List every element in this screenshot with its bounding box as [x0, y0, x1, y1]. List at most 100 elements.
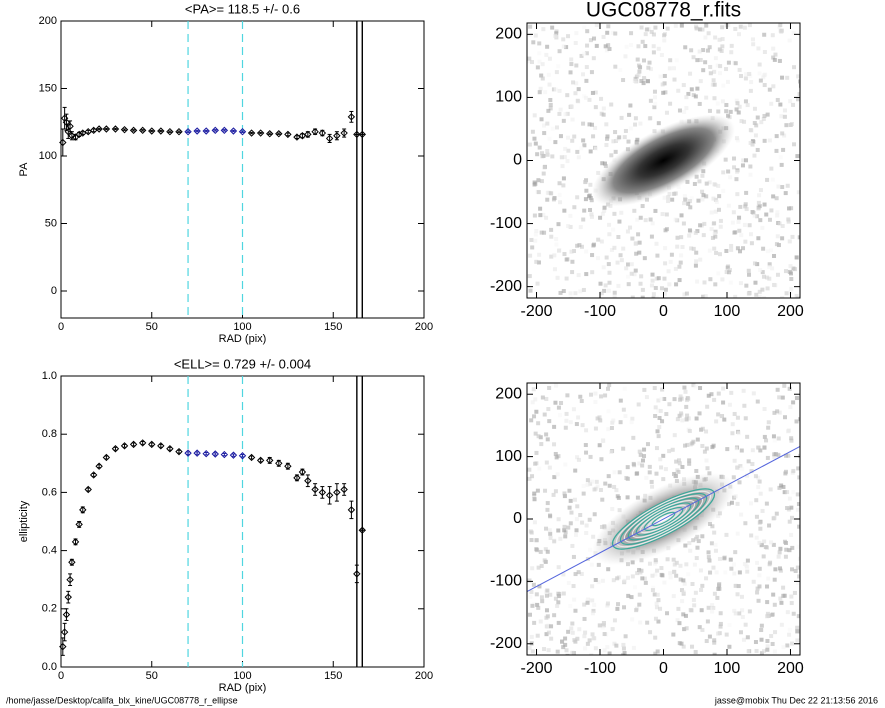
noise-pixel — [556, 620, 561, 625]
noise-pixel — [759, 120, 764, 125]
noise-pixel — [682, 581, 687, 586]
noise-pixel — [724, 67, 729, 72]
noise-pixel — [743, 416, 748, 421]
y-tick-label: 0.2 — [42, 603, 57, 615]
noise-pixel — [532, 414, 537, 419]
noise-pixel — [576, 457, 581, 462]
noise-pixel — [622, 651, 627, 655]
noise-pixel — [609, 153, 614, 158]
noise-pixel — [754, 498, 759, 503]
noise-pixel — [690, 582, 695, 587]
y-tick-label: 0.0 — [42, 661, 57, 673]
noise-pixel — [791, 102, 796, 107]
noise-pixel — [533, 431, 538, 436]
noise-pixel — [644, 475, 649, 480]
noise-pixel — [601, 112, 606, 117]
noise-pixel — [556, 248, 561, 253]
noise-pixel — [556, 594, 561, 599]
noise-pixel — [592, 512, 597, 517]
noise-pixel — [527, 59, 532, 64]
noise-pixel — [589, 122, 594, 127]
noise-pixel — [560, 639, 565, 644]
noise-pixel — [767, 262, 772, 267]
noise-pixel — [606, 24, 611, 29]
noise-pixel — [538, 619, 543, 624]
noise-pixel — [575, 455, 580, 460]
noise-pixel — [553, 33, 558, 38]
noise-pixel — [588, 547, 593, 552]
noise-pixel — [645, 442, 650, 447]
noise-pixel — [718, 64, 723, 69]
noise-pixel — [662, 73, 667, 78]
noise-pixel — [647, 60, 652, 65]
noise-pixel — [782, 383, 787, 388]
noise-pixel — [755, 262, 760, 267]
noise-pixel — [683, 389, 688, 394]
noise-pixel — [760, 270, 765, 275]
noise-pixel — [754, 514, 759, 519]
data-point — [111, 125, 120, 133]
noise-pixel — [762, 296, 767, 298]
y-tick-label: 0.6 — [42, 486, 57, 498]
noise-pixel — [659, 286, 664, 291]
noise-pixel — [692, 562, 697, 567]
noise-pixel — [689, 246, 694, 251]
noise-pixel — [588, 454, 593, 459]
noise-pixel — [772, 577, 777, 582]
noise-pixel — [566, 224, 571, 229]
noise-pixel — [552, 267, 557, 272]
noise-pixel — [660, 82, 665, 87]
noise-pixel — [532, 113, 537, 118]
noise-pixel — [656, 46, 661, 51]
noise-pixel — [709, 392, 714, 397]
noise-pixel — [765, 644, 770, 649]
noise-pixel — [779, 600, 784, 605]
noise-pixel — [550, 154, 555, 159]
noise-pixel — [743, 239, 748, 244]
noise-pixel — [552, 424, 557, 429]
noise-pixel — [551, 492, 556, 497]
noise-pixel — [778, 566, 783, 571]
noise-pixel — [590, 270, 595, 275]
noise-pixel — [729, 390, 734, 395]
noise-pixel — [549, 636, 554, 641]
noise-pixel — [720, 25, 725, 30]
data-point — [333, 132, 341, 140]
noise-pixel — [747, 609, 752, 614]
noise-pixel — [762, 49, 767, 54]
noise-pixel — [777, 395, 782, 400]
data-point — [318, 488, 327, 497]
noise-pixel — [765, 275, 770, 280]
noise-pixel — [747, 71, 752, 76]
noise-pixel — [585, 29, 590, 34]
noise-pixel — [689, 48, 694, 53]
noise-pixel — [720, 277, 725, 282]
noise-pixel — [779, 622, 784, 627]
noise-pixel — [613, 149, 618, 154]
noise-pixel — [668, 58, 673, 63]
noise-pixel — [781, 147, 786, 152]
noise-pixel — [562, 252, 567, 257]
noise-pixel — [612, 295, 617, 298]
noise-pixel — [569, 104, 574, 109]
data-point — [211, 450, 219, 458]
noise-pixel — [679, 23, 684, 28]
noise-pixel — [706, 605, 711, 610]
noise-pixel — [581, 484, 586, 489]
noise-pixel — [752, 121, 757, 126]
noise-pixel — [553, 140, 558, 145]
noise-pixel — [545, 152, 550, 157]
noise-pixel — [784, 291, 789, 296]
noise-pixel — [675, 417, 680, 422]
x-tick-label: 100 — [233, 670, 251, 682]
noise-pixel — [703, 35, 708, 40]
noise-pixel — [787, 519, 792, 524]
noise-pixel — [600, 625, 605, 630]
noise-pixel — [533, 461, 538, 466]
noise-pixel — [549, 191, 554, 196]
data-point — [298, 132, 307, 140]
noise-pixel — [739, 119, 744, 124]
data-point — [129, 440, 138, 449]
noise-pixel — [772, 515, 777, 520]
